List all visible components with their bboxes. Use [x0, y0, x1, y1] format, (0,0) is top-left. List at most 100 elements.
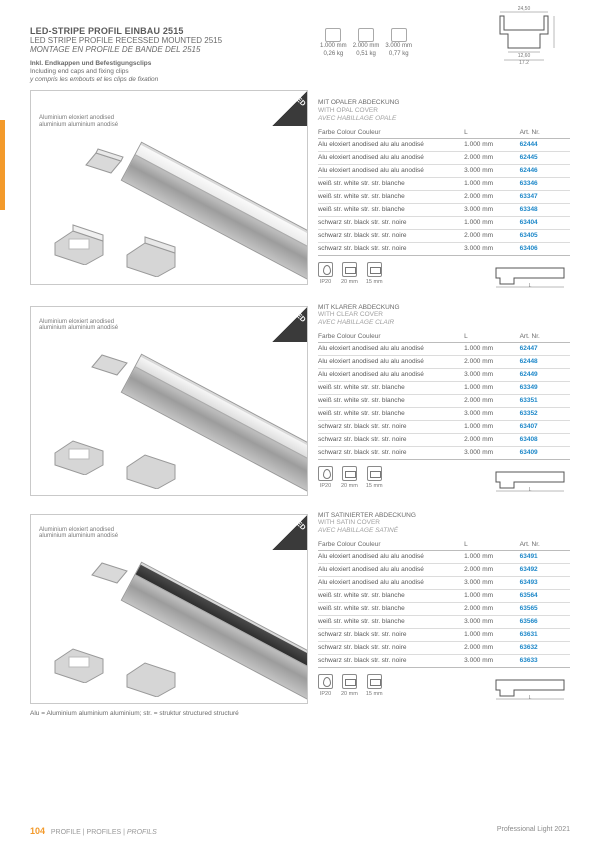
subnote-fr: y compris les embouts et les clips de fi…	[30, 76, 308, 84]
width-icon	[342, 466, 357, 481]
width-icon	[367, 262, 382, 277]
spec1-h3: AVEC HABILLAGE OPALE	[318, 115, 570, 123]
w3-w: 0,77 kg	[389, 51, 409, 58]
w2-w: 0,51 kg	[356, 51, 376, 58]
crumb-en: PROFILES	[87, 829, 122, 836]
spec1-h2: WITH OPAL COVER	[318, 107, 570, 115]
svg-text:L: L	[529, 283, 532, 288]
table-row: schwarz str. black str. str. noire 3.000…	[318, 654, 570, 667]
icon-row-2: IP20 20 mm 15 mm L	[318, 466, 570, 492]
table-row: schwarz str. black str. str. noire 2.000…	[318, 229, 570, 242]
footer-right: Professional Light 2021	[497, 826, 570, 836]
table-row: weiß str. white str. str. blanche 2.000 …	[318, 190, 570, 203]
table-row: Alu eloxiert anodised alu alu anodisé 1.…	[318, 342, 570, 355]
spec-table-2: Farbe Colour CouleurLArt. Nr. Alu eloxie…	[318, 331, 570, 460]
icon-row-1: IP20 20 mm 15 mm L	[318, 262, 570, 288]
material-annotation: Aluminium eloxiert anodised aluminium al…	[39, 319, 139, 333]
width-icon	[342, 262, 357, 277]
table-row: weiß str. white str. str. blanche 1.000 …	[318, 177, 570, 190]
w1-l: 1.000 mm	[320, 43, 347, 50]
table-row: weiß str. white str. str. blanche 3.000 …	[318, 203, 570, 216]
page-header: LED-STRIPE PROFIL EINBAU 2515 LED STRIPE…	[30, 26, 308, 84]
w3-l: 3.000 mm	[385, 43, 412, 50]
page-footer: 104 PROFILE | PROFILES | PROFILS Profess…	[30, 825, 570, 836]
cross-section-icon: L	[490, 262, 570, 288]
crumb-fr: PROFILS	[127, 829, 157, 836]
side-tab	[0, 120, 5, 210]
spec-block-2: MIT KLARER ABDECKUNG WITH CLEAR COVER AV…	[318, 304, 570, 492]
table-row: Alu eloxiert anodised alu alu anodisé 3.…	[318, 164, 570, 177]
table-row: Alu eloxiert anodised alu alu anodisé 2.…	[318, 563, 570, 576]
svg-text:17,2: 17,2	[519, 60, 529, 64]
svg-text:12,60: 12,60	[518, 53, 531, 59]
endcap-open-icon	[51, 221, 109, 265]
ip-label: IP20	[320, 279, 331, 285]
title-de: LED-STRIPE PROFIL EINBAU 2515	[30, 26, 308, 36]
w2-label: 15 mm	[366, 279, 383, 285]
title-fr: MONTAGE EN PROFILE DE BANDE DEL 2515	[30, 45, 308, 54]
endcap-closed-icon	[123, 653, 181, 697]
table-row: Alu eloxiert anodised alu alu anodisé 2.…	[318, 355, 570, 368]
w2-l: 2.000 mm	[353, 43, 380, 50]
table-row: weiß str. white str. str. blanche 1.000 …	[318, 381, 570, 394]
endcap-closed-icon	[123, 233, 181, 277]
product-image-1: LED Aluminium eloxiert anodised aluminiu…	[30, 90, 308, 285]
table-row: weiß str. white str. str. blanche 3.000 …	[318, 407, 570, 420]
led-badge: LED	[272, 514, 308, 550]
table-row: weiß str. white str. str. blanche 3.000 …	[318, 615, 570, 628]
spec3-h3: AVEC HABILLAGE SATINÉ	[318, 527, 570, 535]
spec-table-3: Farbe Colour CouleurLArt. Nr. Alu eloxie…	[318, 539, 570, 668]
crumb-de: PROFILE	[51, 829, 81, 836]
svg-text:24,50: 24,50	[518, 6, 531, 12]
product-image-2: LED Aluminium eloxiert anodised aluminiu…	[30, 306, 308, 496]
svg-text:L: L	[529, 695, 532, 700]
spec3-h1: MIT SATINIERTER ABDECKUNG	[318, 512, 570, 520]
material-annotation: Aluminium eloxiert anodised aluminium al…	[39, 115, 139, 129]
spec2-h1: MIT KLARER ABDECKUNG	[318, 304, 570, 312]
table-row: Alu eloxiert anodised alu alu anodisé 3.…	[318, 576, 570, 589]
cross-section-icon: L	[490, 466, 570, 492]
table-row: schwarz str. black str. str. noire 2.000…	[318, 433, 570, 446]
table-row: schwarz str. black str. str. noire 1.000…	[318, 420, 570, 433]
table-row: schwarz str. black str. str. noire 3.000…	[318, 446, 570, 459]
spec1-h1: MIT OPALER ABDECKUNG	[318, 99, 570, 107]
width-icon	[342, 674, 357, 689]
spec2-h2: WITH CLEAR COVER	[318, 311, 570, 319]
icon-row-3: IP20 20 mm 15 mm L	[318, 674, 570, 700]
table-row: Alu eloxiert anodised alu alu anodisé 3.…	[318, 368, 570, 381]
spec2-h3: AVEC HABILLAGE CLAIR	[318, 319, 570, 327]
ip-icon	[318, 466, 333, 481]
width-icon	[367, 466, 382, 481]
tech-drawing: 24,50 12,60 17,2	[478, 4, 570, 64]
w1-label: 20 mm	[341, 279, 358, 285]
table-row: schwarz str. black str. str. noire 2.000…	[318, 641, 570, 654]
table-row: weiß str. white str. str. blanche 2.000 …	[318, 602, 570, 615]
table-row: Alu eloxiert anodised alu alu anodisé 1.…	[318, 550, 570, 563]
footnote: Alu = Aluminium aluminium aluminium; str…	[30, 710, 308, 717]
spec-table-1: Farbe Colour CouleurLArt. Nr. Alu eloxie…	[318, 127, 570, 256]
table-row: Alu eloxiert anodised alu alu anodisé 1.…	[318, 138, 570, 151]
led-badge: LED	[272, 90, 308, 126]
table-row: schwarz str. black str. str. noire 3.000…	[318, 242, 570, 255]
table-row: weiß str. white str. str. blanche 2.000 …	[318, 394, 570, 407]
page-number: 104	[30, 826, 45, 836]
ip-icon	[318, 262, 333, 277]
endcap-closed-icon	[123, 445, 181, 489]
table-row: weiß str. white str. str. blanche 1.000 …	[318, 589, 570, 602]
ip-icon	[318, 674, 333, 689]
subnote-de: Inkl. Endkappen und Befestigungsclips	[30, 60, 308, 68]
subnote-en: Including end caps and fixing clips	[30, 68, 308, 76]
table-row: Alu eloxiert anodised alu alu anodisé 2.…	[318, 151, 570, 164]
endcap-open-icon	[51, 639, 109, 683]
table-row: schwarz str. black str. str. noire 1.000…	[318, 216, 570, 229]
svg-text:L: L	[529, 487, 532, 492]
table-row: schwarz str. black str. str. noire 1.000…	[318, 628, 570, 641]
led-badge: LED	[272, 306, 308, 342]
product-image-3: LED Aluminium eloxiert anodised aluminiu…	[30, 514, 308, 704]
title-en: LED STRIPE PROFILE RECESSED MOUNTED 2515	[30, 36, 308, 45]
spec-block-3: MIT SATINIERTER ABDECKUNG WITH SATIN COV…	[318, 512, 570, 700]
weight-boxes: 1.000 mm0,26 kg 2.000 mm0,51 kg 3.000 mm…	[320, 28, 412, 57]
width-icon	[367, 674, 382, 689]
spec3-h2: WITH SATIN COVER	[318, 519, 570, 527]
material-annotation: Aluminium eloxiert anodised aluminium al…	[39, 527, 139, 541]
